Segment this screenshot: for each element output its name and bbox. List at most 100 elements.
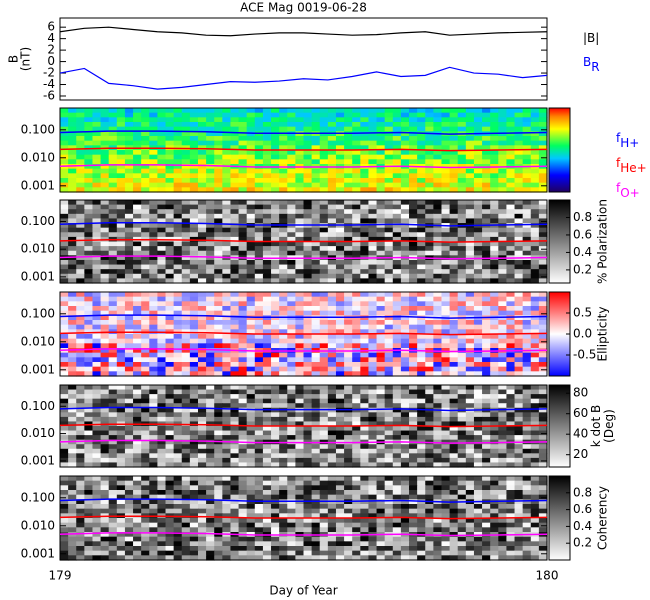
spectrogram-cell: [490, 246, 499, 252]
spectrogram-cell: [498, 227, 508, 233]
spectrogram-cell: [116, 457, 126, 464]
spectrogram-cell: [335, 269, 345, 275]
spectrogram-cell: [165, 223, 175, 229]
spectrogram-cell: [124, 444, 134, 450]
spectrogram-cell: [246, 324, 256, 330]
spectrogram-cell: [392, 236, 402, 243]
spectrogram-cell: [271, 112, 280, 118]
spectrogram-cell: [238, 394, 248, 400]
spectrogram-cell: [76, 426, 85, 432]
spectrogram-cell: [465, 398, 475, 404]
spectrogram-cell: [384, 499, 394, 505]
spectrogram-cell: [514, 278, 524, 284]
spectrogram-cell: [522, 292, 532, 298]
spectrogram-cell: [344, 159, 353, 165]
spectrogram-cell: [376, 310, 386, 316]
spectrogram-cell: [189, 136, 199, 142]
spectrogram-cell: [108, 490, 118, 496]
spectrogram-cell: [141, 485, 150, 491]
spectrogram-cell: [417, 227, 426, 233]
spectrogram-cell: [254, 264, 264, 270]
spectrogram-cell: [506, 315, 516, 321]
spectrogram-cell: [522, 362, 532, 368]
spectrogram-cell: [238, 407, 248, 413]
spectrogram-cell: [360, 117, 370, 123]
spectrogram-cell: [376, 122, 386, 128]
spectrogram-cell: [433, 218, 443, 224]
spectrogram-cell: [417, 394, 426, 400]
spectrogram-cell: [133, 494, 142, 500]
spectrogram-cell: [311, 126, 321, 132]
spectrogram-cell: [522, 504, 532, 510]
spectrogram-cell: [124, 273, 134, 279]
spectrogram-cell: [287, 448, 296, 454]
spectrogram-cell: [116, 232, 126, 238]
spectrogram-cell: [514, 426, 524, 432]
spectrogram-cell: [400, 352, 410, 358]
spectrogram-cell: [482, 430, 491, 436]
spectrogram-cell: [344, 435, 353, 441]
spectrogram-cell: [141, 131, 150, 137]
spectrogram-cell: [335, 357, 345, 363]
spectrogram-cell: [465, 306, 475, 312]
spectrogram-cell: [149, 499, 158, 505]
spectrogram-cell: [76, 154, 85, 160]
spectrogram-cell: [465, 150, 475, 156]
spectrogram-cell: [173, 232, 183, 238]
spectrogram-cell: [149, 136, 158, 142]
spectrogram-cell: [295, 250, 305, 256]
spectrogram-cell: [368, 435, 378, 441]
spectrogram-cell: [530, 407, 540, 413]
spectrogram-cell: [68, 209, 77, 215]
spectrogram-cell: [100, 122, 110, 128]
spectrogram-cell: [108, 273, 118, 279]
spectrogram-cell: [392, 227, 402, 233]
spectrogram-cell: [514, 371, 524, 377]
spectrogram-cell: [327, 140, 337, 146]
spectrogram-cell: [449, 430, 459, 436]
spectrogram-cell: [352, 476, 361, 482]
spectrogram-cell: [68, 480, 77, 486]
spectrogram-cell: [433, 412, 443, 418]
spectrogram-cell: [352, 338, 361, 344]
spectrogram-cell: [279, 412, 288, 418]
spectrogram-cell: [311, 444, 321, 450]
spectrogram-cell: [400, 278, 410, 284]
spectrogram-cell: [124, 338, 134, 344]
spectrogram-cell: [246, 398, 256, 404]
spectrogram-cell: [206, 435, 215, 441]
spectrogram-cell: [141, 315, 150, 321]
spectrogram-cell: [295, 292, 305, 298]
spectrogram-cell: [181, 462, 191, 468]
spectrogram-cell: [376, 145, 386, 151]
spectrogram-cell: [506, 329, 516, 335]
spectrogram-cell: [457, 457, 467, 464]
spectrogram-cell: [498, 204, 508, 210]
spectrogram-cell: [133, 168, 142, 174]
spectrogram-cell: [303, 232, 313, 238]
spectrogram-cell: [392, 112, 402, 118]
series-line: [59, 238, 548, 243]
spectrogram-cell: [271, 362, 280, 368]
spectrogram-cell: [133, 324, 142, 330]
spectrogram-cell: [538, 200, 548, 206]
spectrogram-cell: [425, 310, 434, 316]
spectrogram-cell: [214, 480, 223, 486]
spectrogram-cell: [425, 306, 434, 312]
spectrogram-cell: [368, 168, 378, 174]
spectrogram-cell: [360, 394, 370, 400]
spectrogram-cell: [279, 213, 288, 220]
spectrogram-cell: [108, 259, 118, 266]
spectrogram-cell: [506, 213, 516, 220]
spectrogram-cell: [173, 150, 183, 156]
spectrogram-cell: [157, 476, 167, 482]
colorbar-label: % Polarization: [596, 199, 610, 284]
spectrogram-cell: [262, 412, 272, 418]
spectrogram-cell: [287, 403, 296, 409]
spectrogram-cell: [490, 338, 499, 344]
spectrogram-cell: [295, 362, 305, 368]
spectrogram-cell: [457, 140, 467, 146]
spectrogram-cell: [141, 348, 150, 354]
spectrogram-cell: [514, 200, 524, 206]
spectrogram-cell: [482, 334, 491, 340]
